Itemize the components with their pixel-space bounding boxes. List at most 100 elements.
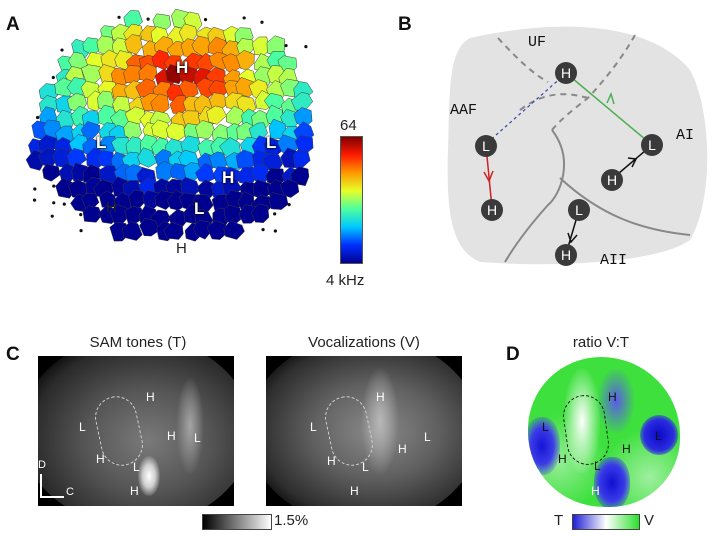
voc-label: H (376, 390, 385, 404)
node-aii-l (568, 199, 590, 221)
node-ai-h (601, 169, 623, 191)
frequency-colorbar (340, 136, 363, 264)
ratio-map (528, 357, 680, 507)
unresponsive-site-dot (36, 115, 40, 120)
voc-label: L (424, 430, 431, 444)
sam-label: H (146, 390, 155, 404)
unresponsive-site-dot (51, 75, 55, 80)
recording-site-cell (42, 163, 61, 182)
ratio-colorbar-left-label: T (554, 512, 564, 529)
unresponsive-site-dot (79, 213, 83, 217)
voc-label: H (398, 442, 407, 456)
map-a-label: H (106, 199, 117, 216)
map-a-label: L (96, 133, 107, 152)
node-ai-l (641, 134, 663, 156)
field-label-ai: AI (676, 127, 695, 144)
recording-site-cell (206, 220, 229, 240)
ratio-colorbar-right-label: V (644, 512, 655, 529)
orientation-marker (40, 474, 64, 498)
node-label: H (486, 202, 498, 218)
node-label: L (482, 138, 490, 154)
unresponsive-site-dot (32, 198, 37, 202)
recording-site-cell (250, 203, 270, 223)
colorbar-bottom-label: 4 kHz (326, 272, 365, 289)
recording-site-cell (206, 105, 227, 125)
orientation-caudal: C (66, 486, 74, 498)
recording-site-cell (82, 205, 103, 223)
node-label: H (606, 172, 618, 188)
panel-b-letter: B (398, 14, 412, 35)
recording-site-cell (137, 147, 158, 168)
grayscale-scale-label: 1.5% (274, 512, 309, 529)
node-uf-h (555, 62, 577, 84)
field-label-aii: AII (600, 252, 628, 269)
node-aaf-h (481, 199, 503, 221)
recording-site-cell (223, 220, 245, 240)
node-aaf-l (475, 135, 497, 157)
recording-site-cell (139, 218, 161, 237)
unresponsive-site-dot (273, 229, 277, 233)
voc-label: L (310, 420, 317, 434)
recording-site-cell (192, 220, 213, 240)
sam-label: L (194, 431, 201, 445)
ratio-label: L (594, 459, 601, 473)
vocalizations-image (266, 356, 462, 506)
unresponsive-site-dot (273, 212, 277, 216)
node-label: H (560, 247, 572, 263)
unresponsive-site-dot (287, 202, 291, 207)
recording-site-cell (279, 179, 300, 198)
cortex-outline (447, 26, 708, 265)
sam-label: L (79, 420, 86, 434)
unresponsive-site-dot (146, 17, 150, 21)
node-label: H (560, 65, 572, 81)
node-label: L (575, 202, 583, 218)
map-a-label: H (222, 168, 235, 187)
unresponsive-site-dot (242, 16, 246, 20)
image-title-sam-tones: SAM tones (T) (89, 334, 187, 351)
recording-site-cell (110, 137, 132, 155)
ratio-title: ratio V:T (572, 334, 630, 351)
sam-tones-image (38, 356, 234, 506)
unresponsive-site-dot (260, 20, 264, 24)
map-a-label: H (176, 240, 187, 257)
ratio-label: H (558, 452, 567, 466)
recording-site-cell (195, 120, 215, 139)
unresponsive-site-dot (203, 18, 208, 22)
panel-c-letter: C (6, 344, 20, 365)
panel-a-letter: A (6, 14, 20, 35)
sam-label: H (130, 484, 139, 498)
unresponsive-site-dot (50, 214, 54, 218)
recording-site-cell (122, 221, 143, 241)
panel-d-letter: D (506, 344, 520, 365)
recording-site-cell (163, 222, 184, 240)
sam-label: H (167, 429, 176, 443)
unresponsive-site-dot (304, 44, 308, 49)
field-label-uf: UF (528, 34, 547, 51)
ratio-colorbar (572, 514, 640, 530)
recording-site-cell (208, 51, 229, 71)
grayscale-colorbar (202, 514, 272, 530)
orientation-dorsal: D (38, 459, 46, 471)
map-a-label: L (266, 133, 277, 152)
ratio-label: L (655, 429, 662, 443)
recording-site-cell (124, 34, 143, 55)
unresponsive-site-dot (117, 15, 121, 19)
ratio-label: H (608, 390, 617, 404)
field-label-aaf: AAF (450, 102, 478, 119)
ratio-label: H (622, 442, 631, 456)
sam-label: H (96, 452, 105, 466)
unresponsive-site-dot (52, 184, 56, 188)
voc-label: H (350, 484, 359, 498)
ratio-label: H (591, 484, 600, 498)
colorbar-top-label: 64 (340, 117, 357, 134)
voc-label: L (362, 460, 369, 474)
recording-site-cell (268, 192, 289, 210)
node-label: L (648, 137, 656, 153)
voc-label: H (327, 454, 336, 468)
node-aii-h (555, 244, 577, 266)
unresponsive-site-dot (261, 228, 265, 232)
recording-site-cell (290, 166, 310, 186)
unresponsive-site-dot (52, 201, 56, 205)
image-title-vocalizations: Vocalizations (V) (308, 334, 420, 351)
